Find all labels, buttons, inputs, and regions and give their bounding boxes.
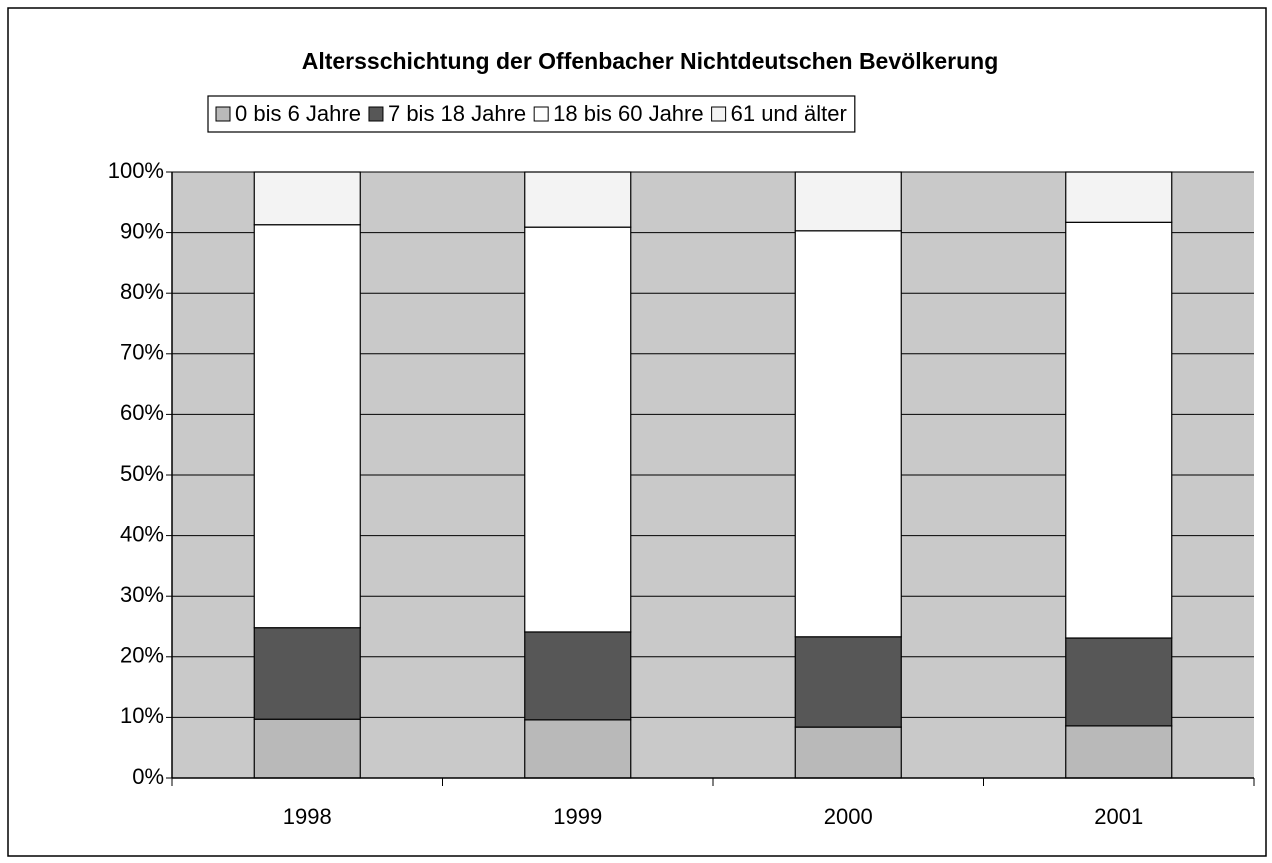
bar-segment bbox=[1065, 171, 1173, 223]
bar-segment bbox=[253, 224, 361, 629]
legend-swatch bbox=[711, 106, 727, 122]
legend-swatch bbox=[533, 106, 549, 122]
x-tick-label: 1999 bbox=[553, 804, 602, 829]
y-tick-label: 20% bbox=[120, 643, 164, 668]
x-tick-label: 2001 bbox=[1094, 804, 1143, 829]
x-tick-label: 2000 bbox=[824, 804, 873, 829]
y-tick-label: 100% bbox=[108, 158, 164, 183]
legend-label: 18 bis 60 Jahre bbox=[553, 101, 703, 126]
y-tick-label: 50% bbox=[120, 461, 164, 486]
legend-label: 61 und älter bbox=[731, 101, 847, 126]
bar-segment bbox=[1065, 637, 1173, 727]
y-tick-label: 90% bbox=[120, 218, 164, 243]
bar-segment bbox=[524, 631, 632, 721]
y-tick-label: 70% bbox=[120, 340, 164, 365]
bar-segment bbox=[524, 171, 632, 228]
legend-label: 7 bis 18 Jahre bbox=[388, 101, 526, 126]
bar-segment bbox=[794, 230, 902, 638]
bar-segment bbox=[253, 718, 361, 779]
y-tick-label: 40% bbox=[120, 521, 164, 546]
bar-segment bbox=[794, 726, 902, 779]
legend-swatch bbox=[368, 106, 384, 122]
bar-segment bbox=[524, 719, 632, 779]
y-tick-label: 0% bbox=[132, 764, 164, 789]
y-tick-label: 60% bbox=[120, 400, 164, 425]
bar-segment bbox=[524, 226, 632, 633]
y-tick-label: 80% bbox=[120, 279, 164, 304]
y-tick-label: 10% bbox=[120, 703, 164, 728]
legend-swatch bbox=[215, 106, 231, 122]
bar-segment bbox=[1065, 221, 1173, 639]
bar-segment bbox=[794, 636, 902, 728]
bar-segment bbox=[1065, 725, 1173, 779]
bar-segment bbox=[253, 171, 361, 226]
x-tick-label: 1998 bbox=[283, 804, 332, 829]
y-tick-label: 30% bbox=[120, 582, 164, 607]
legend-label: 0 bis 6 Jahre bbox=[235, 101, 361, 126]
legend bbox=[207, 95, 856, 133]
bar-segment bbox=[794, 171, 902, 232]
chart-title: Altersschichtung der Offenbacher Nichtde… bbox=[302, 48, 999, 74]
bar-segment bbox=[253, 627, 361, 720]
